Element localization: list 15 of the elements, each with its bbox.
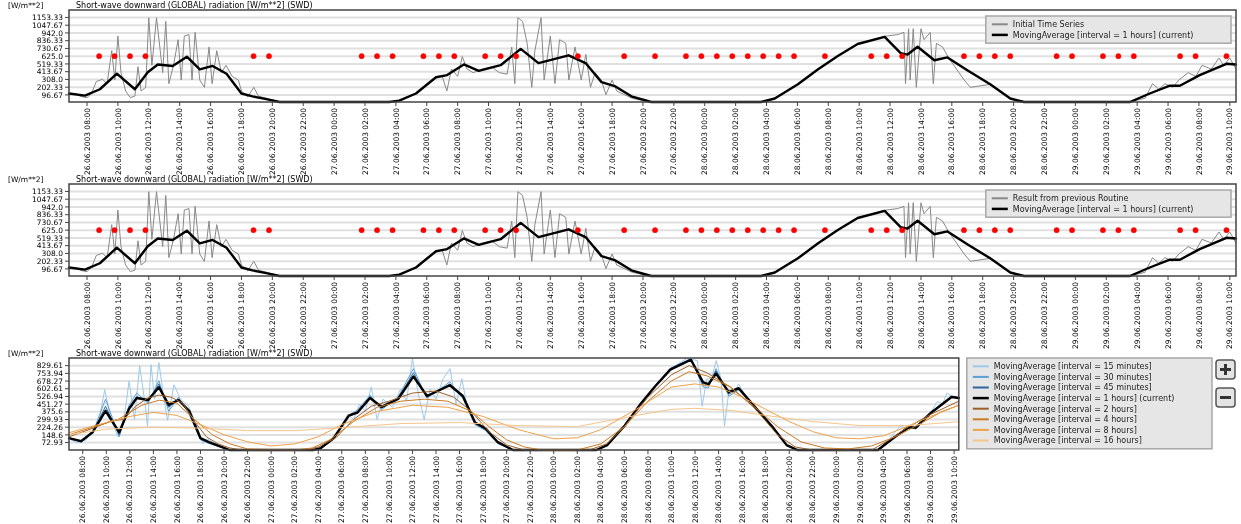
chart-title: Short-wave downward (GLOBAL) radiation [W/m**2] (SWD)	[76, 349, 313, 358]
legend-label: MovingAverage [interval = 2 hours]	[993, 404, 1137, 414]
chart-title: Short-wave downward (GLOBAL) radiation [W/m**2] (SWD)	[76, 1, 313, 10]
legend-label: MovingAverage [interval = 45 minutes]	[993, 383, 1152, 393]
legend-label: MovingAverage [interval = 30 minutes]	[993, 372, 1152, 382]
legend-label: MovingAverage [interval = 16 hours]	[993, 436, 1142, 446]
legend-label: Initial Time Series	[1012, 20, 1085, 30]
legend-label: Result from previous Routine	[1012, 194, 1129, 204]
legend-label: MovingAverage [interval = 4 hours]	[993, 415, 1137, 425]
legend-label: MovingAverage [interval = 1 hours] (current)	[1012, 204, 1194, 214]
chart-title: Short-wave downward (GLOBAL) radiation [W/m**2] (SWD)	[76, 175, 313, 184]
legend-label: MovingAverage [interval = 1 hours] (current)	[993, 393, 1175, 403]
legend-label: MovingAverage [interval = 8 hours]	[993, 425, 1137, 435]
legend-label: MovingAverage [interval = 15 minutes]	[993, 362, 1152, 372]
legend-label: MovingAverage [interval = 1 hours] (current)	[1012, 30, 1194, 40]
